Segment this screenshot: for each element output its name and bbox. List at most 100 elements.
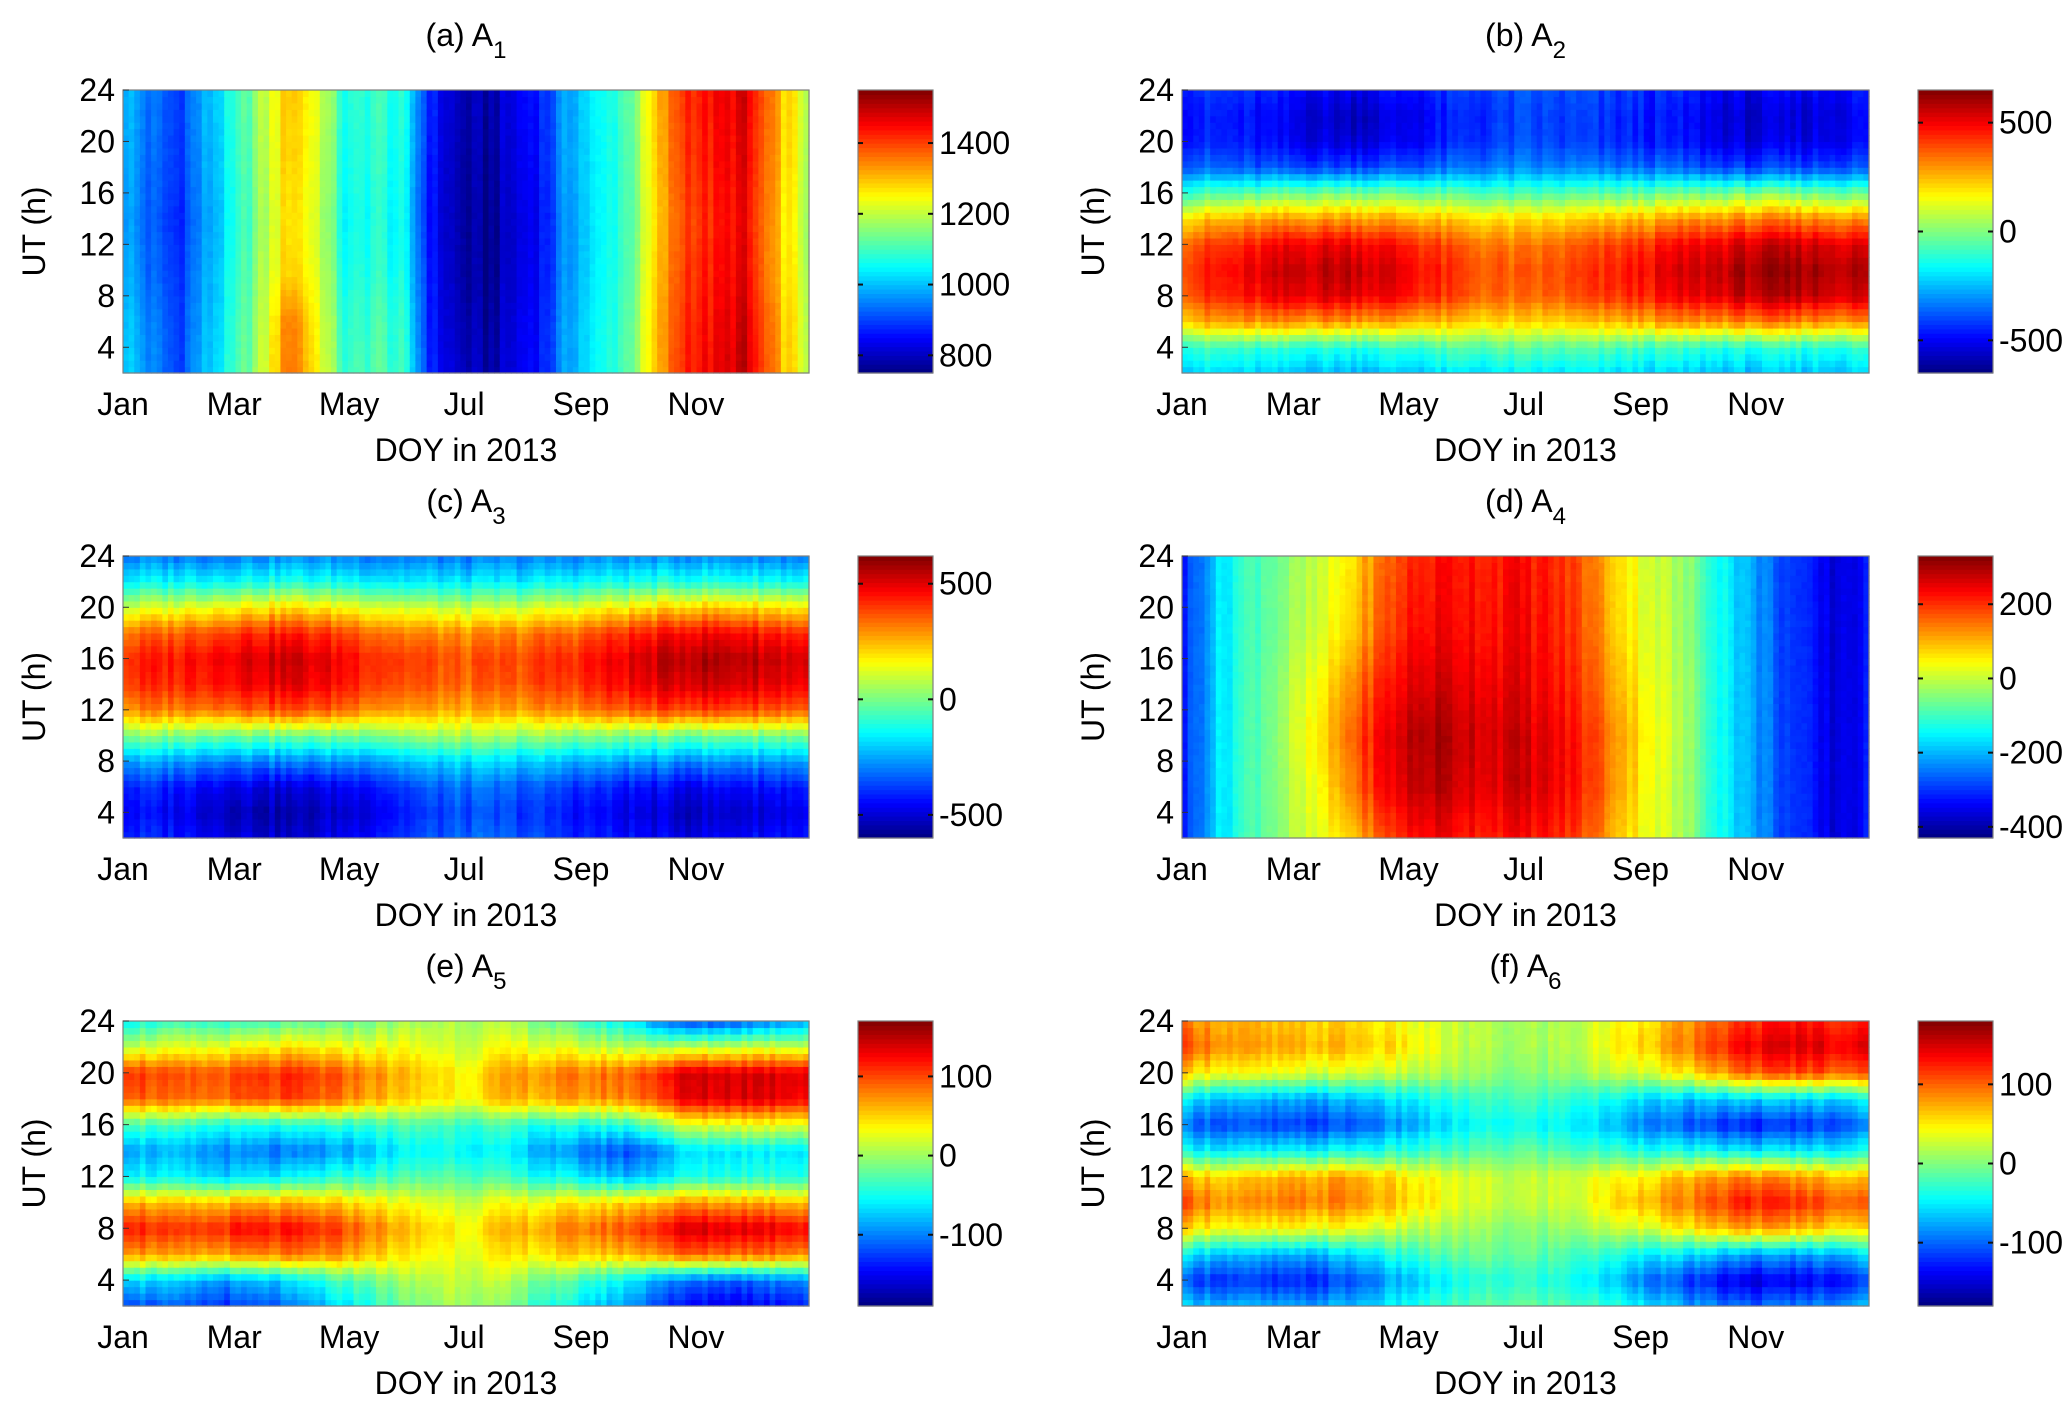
heatmap-cell [724,186,731,194]
heatmap-cell [347,109,355,117]
heatmap-cell [527,315,535,323]
heatmap-cell [347,353,355,361]
heatmap-cell [685,160,692,168]
heatmap-cell [319,231,327,239]
heatmap-cell [156,122,163,130]
heatmap-cell [477,340,484,348]
heatmap-cell [207,340,214,348]
heatmap-cell [612,366,619,374]
heatmap-cell [437,257,445,265]
heatmap-cell [342,205,349,213]
heatmap-cell [314,270,321,278]
heatmap-cell [235,340,242,348]
heatmap-cell [241,257,248,265]
heatmap-cell [645,250,653,258]
heatmap-cell [584,90,591,98]
heatmap-cell [645,199,653,207]
heatmap-cell [224,90,231,98]
heatmap-cell [353,102,360,110]
heatmap-cell [308,102,315,110]
heatmap-cell [735,334,743,342]
heatmap-cell [145,353,152,361]
heatmap-cell [437,128,445,136]
heatmap-cell [325,360,332,368]
heatmap-cell [229,340,237,348]
heatmap-cell [128,334,135,342]
heatmap-cell [589,109,596,117]
heatmap-cell [139,96,147,104]
heatmap-cell [707,263,715,271]
heatmap-cell [224,321,231,329]
heatmap-cell [437,109,445,117]
heatmap-cell [488,115,495,123]
heatmap-cell [719,315,726,323]
heatmap-cell [713,321,720,329]
heatmap-cell [308,276,315,284]
heatmap-cell [364,321,372,329]
heatmap-cell [533,109,540,117]
heatmap-cell [257,218,265,226]
heatmap-cell [319,122,327,130]
heatmap-cell [387,186,394,194]
heatmap-cell [510,321,518,329]
heatmap-cell [662,192,670,200]
heatmap-cell [600,308,608,316]
heatmap-cell [550,102,557,110]
heatmap-cell [398,167,405,175]
heatmap-cell [567,302,574,310]
heatmap-cell [640,192,647,200]
heatmap-cell [167,218,175,226]
heatmap-cell [421,90,428,98]
heatmap-cell [263,225,270,233]
heatmap-cell [173,122,180,130]
heatmap-cell [617,96,625,104]
heatmap-cell [404,115,411,123]
heatmap-cell [758,237,765,245]
heatmap-cell [612,167,619,175]
heatmap-cell [269,225,276,233]
heatmap-cell [342,250,349,258]
heatmap-cell [561,263,568,271]
heatmap-cell [190,160,197,168]
heatmap-cell [724,141,731,149]
heatmap-cell [246,141,253,149]
heatmap-cell [645,366,653,374]
heatmap-cell [589,270,596,278]
heatmap-cell [561,340,568,348]
heatmap-cell [662,96,670,104]
heatmap-cell [595,263,602,271]
heatmap-cell [387,167,394,175]
heatmap-cell [162,122,169,130]
heatmap-cell [617,360,625,368]
heatmap-cell [454,180,461,188]
heatmap-cell [600,128,608,136]
heatmap-cell [505,192,512,200]
heatmap-cell [685,237,692,245]
heatmap-cell [151,90,158,98]
heatmap-cell [539,180,546,188]
heatmap-cell [263,90,270,98]
heatmap-cell [437,141,445,149]
heatmap-cell [387,289,394,297]
heatmap-cell [398,128,405,136]
heatmap-cell [550,147,557,155]
heatmap-cell [229,90,237,98]
heatmap-cell [724,115,731,123]
heatmap-cell [123,147,130,155]
heatmap-cell [291,347,298,355]
heatmap-cell [645,102,653,110]
heatmap-cell [297,167,304,175]
heatmap-cell [623,90,630,98]
heatmap-cell [387,353,394,361]
heatmap-cell [527,109,535,117]
heatmap-cell [241,321,248,329]
heatmap-cell [235,250,242,258]
heatmap-cell [488,282,495,290]
heatmap-cell [392,276,400,284]
heatmap-cell [257,250,265,258]
heatmap-cell [359,263,366,271]
heatmap-cell [550,237,557,245]
heatmap-cell [387,231,394,239]
heatmap-cell [713,167,720,175]
heatmap-cell [392,295,400,303]
